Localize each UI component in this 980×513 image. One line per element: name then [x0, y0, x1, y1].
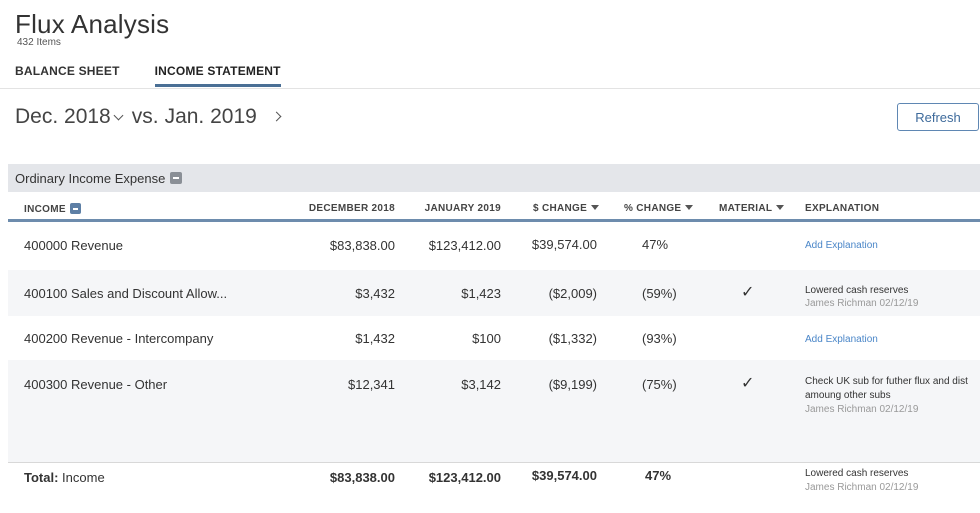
- caret-down-icon: [591, 205, 600, 210]
- section-header: Ordinary Income Expense: [8, 164, 980, 192]
- dollar-change-value: $39,574.00: [531, 237, 597, 252]
- january-value: $100: [472, 331, 501, 346]
- check-icon: ✓: [741, 284, 755, 301]
- account-name: 400100 Sales and Discount Allow...: [24, 286, 228, 301]
- dollar-change-value: ($9,199): [548, 377, 597, 392]
- add-explanation-link[interactable]: Add Explanation: [805, 240, 878, 251]
- item-count: 432 Items: [17, 37, 61, 48]
- tab-balance-sheet[interactable]: BALANCE SHEET: [15, 64, 120, 78]
- total-label-name: Income: [62, 470, 105, 485]
- account-name: 400000 Revenue: [24, 238, 124, 253]
- table-row[interactable]: 400100 Sales and Discount Allow... $3,43…: [8, 270, 980, 316]
- percent-change-value: (75%): [642, 377, 677, 392]
- tab-bar: BALANCE SHEET INCOME STATEMENT: [15, 64, 316, 87]
- december-value: $3,432: [355, 286, 395, 301]
- total-explanation-text[interactable]: Lowered cash reserves: [805, 468, 909, 479]
- december-value: $1,432: [355, 331, 395, 346]
- account-name: 400300 Revenue - Other: [24, 377, 168, 392]
- table-header: INCOME DECEMBER 2018 JANUARY 2019 $ CHAN…: [8, 196, 980, 222]
- chevron-right-icon[interactable]: [271, 111, 282, 122]
- refresh-button[interactable]: Refresh: [897, 103, 979, 131]
- january-value: $3,142: [461, 377, 501, 392]
- check-icon: ✓: [741, 375, 755, 392]
- column-percent-change[interactable]: % CHANGE: [624, 203, 694, 214]
- percent-change-value: 47%: [642, 237, 669, 252]
- column-material[interactable]: MATERIAL: [719, 203, 785, 214]
- column-percent-change-label: % CHANGE: [624, 203, 682, 214]
- section-title: Ordinary Income Expense: [15, 170, 166, 186]
- tabs-divider: [0, 88, 980, 89]
- explanation-text[interactable]: Check UK sub for futher flux and dist: [805, 376, 968, 387]
- column-dollar-change-label: $ CHANGE: [533, 203, 588, 214]
- total-january-value: $123,412.00: [428, 470, 501, 485]
- table-row[interactable]: 400000 Revenue $83,838.00 $123,412.00 $3…: [8, 224, 980, 270]
- account-name: 400200 Revenue - Intercompany: [24, 331, 214, 346]
- percent-change-value: (59%): [642, 286, 677, 301]
- caret-down-icon: [685, 205, 694, 210]
- january-value: $1,423: [461, 286, 501, 301]
- column-dollar-change[interactable]: $ CHANGE: [533, 203, 600, 214]
- add-explanation-link[interactable]: Add Explanation: [805, 334, 878, 345]
- period-selector: Dec. 2018 vs. Jan. 2019: [15, 105, 282, 129]
- explanation-author: James Richman 02/12/19: [805, 404, 919, 415]
- total-row: Total: Income $83,838.00 $123,412.00 $39…: [8, 462, 980, 513]
- december-value: $12,341: [348, 377, 395, 392]
- column-income-label: INCOME: [24, 204, 66, 215]
- dollar-change-value: ($2,009): [548, 286, 597, 301]
- column-december[interactable]: DECEMBER 2018: [308, 203, 395, 214]
- dollar-change-value: ($1,332): [548, 331, 597, 346]
- total-label-prefix: Total:: [24, 470, 59, 485]
- table-row[interactable]: 400300 Revenue - Other $12,341 $3,142 ($…: [8, 360, 980, 462]
- period-to[interactable]: Jan. 2019: [164, 105, 257, 128]
- total-dollar-change-value: $39,574.00: [531, 468, 597, 483]
- explanation-text-continued[interactable]: amoung other subs: [805, 390, 891, 401]
- page-title: Flux Analysis: [15, 9, 170, 39]
- period-from[interactable]: Dec. 2018: [15, 105, 111, 128]
- total-december-value: $83,838.00: [329, 470, 395, 485]
- period-vs: vs.: [131, 105, 159, 128]
- column-material-label: MATERIAL: [719, 203, 773, 214]
- chevron-down-icon[interactable]: [113, 110, 124, 120]
- percent-change-value: (93%): [642, 331, 677, 346]
- total-explanation-author: James Richman 02/12/19: [805, 482, 919, 493]
- explanation-author: James Richman 02/12/19: [805, 298, 919, 309]
- explanation-text[interactable]: Lowered cash reserves: [805, 285, 909, 296]
- table-row[interactable]: 400200 Revenue - Intercompany $1,432 $10…: [8, 316, 980, 360]
- collapse-icon[interactable]: [170, 172, 183, 184]
- tab-income-statement[interactable]: INCOME STATEMENT: [154, 64, 281, 87]
- total-label: Total: Income: [24, 470, 105, 485]
- total-percent-change-value: 47%: [645, 468, 672, 483]
- column-january[interactable]: JANUARY 2019: [424, 203, 501, 214]
- column-income[interactable]: INCOME: [24, 203, 81, 215]
- column-explanation[interactable]: EXPLANATION: [805, 203, 880, 214]
- december-value: $83,838.00: [329, 238, 395, 253]
- collapse-icon[interactable]: [69, 203, 81, 214]
- january-value: $123,412.00: [428, 238, 501, 253]
- caret-down-icon: [776, 205, 785, 210]
